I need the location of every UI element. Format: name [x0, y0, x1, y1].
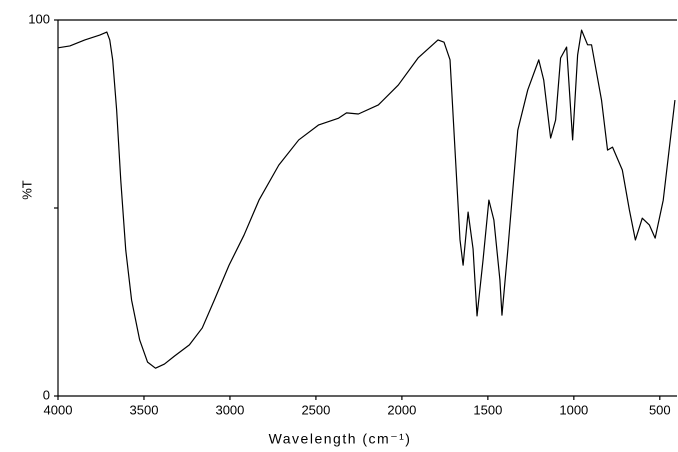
spectrum-line — [57, 29, 676, 369]
x-tick-label: 500 — [649, 402, 671, 417]
x-tick-label: 1500 — [473, 402, 502, 417]
x-tick-label: 2000 — [387, 402, 416, 417]
x-tick-label: 3000 — [215, 402, 244, 417]
x-tick-label: 1000 — [559, 402, 588, 417]
x-tick-label: 4000 — [44, 402, 73, 417]
y-tick-label: 0 — [43, 387, 50, 402]
x-tick-label: 3500 — [130, 402, 159, 417]
y-axis-label: %T — [19, 180, 34, 200]
x-axis-label: Wavelength (cm⁻¹) — [269, 431, 412, 447]
y-tick-label: 100 — [28, 11, 50, 26]
x-tick-label: 2500 — [301, 402, 330, 417]
